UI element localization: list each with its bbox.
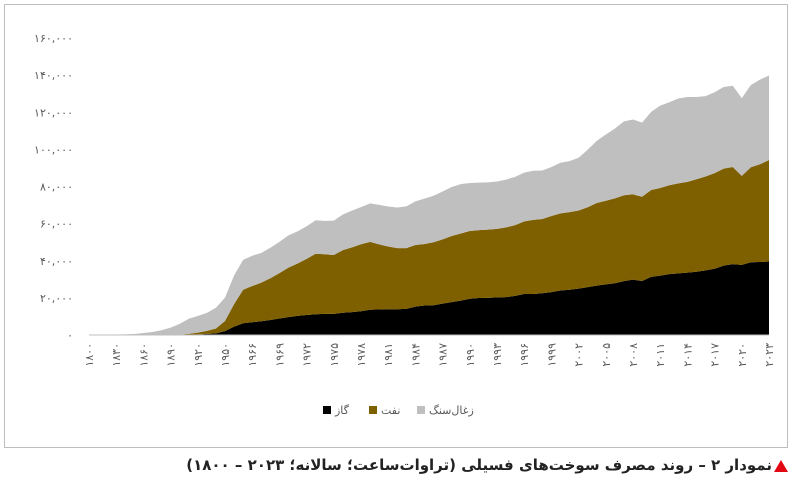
legend-item: زغال‌سنگ (417, 404, 474, 417)
x-tick-label: ۱۸۳۰ (110, 343, 123, 367)
x-tick-label: ۱۹۶۹ (273, 343, 286, 367)
x-tick-label: ۱۹۸۷ (437, 343, 450, 367)
x-tick-label: ۱۹۹۶ (518, 343, 531, 367)
x-tick-label: ۱۹۹۳ (491, 343, 504, 367)
x-tick-label: ۱۹۹۰ (464, 343, 477, 367)
y-tick-label: ۴۰,۰۰۰ (40, 255, 73, 268)
y-tick-label: ۸۰,۰۰۰ (40, 181, 73, 194)
x-tick-label: ۱۹۸۱ (382, 343, 395, 367)
chart-frame: ۰ ۲۰,۰۰۰ ۴۰,۰۰۰ ۶۰,۰۰۰ ۸۰,۰۰۰ ۱۰۰,۰۰۰ ۱۲۰,۰۰۰ ۱… (4, 4, 788, 448)
legend-label: گاز (334, 404, 350, 417)
area (89, 261, 769, 335)
legend-swatch (323, 406, 331, 414)
area (89, 75, 769, 335)
x-tick-label: ۲۰۱۷ (709, 343, 722, 367)
x-tick-label: ۱۸۰۰ (83, 343, 96, 367)
legend-swatch (369, 406, 377, 414)
x-tick-label: ۲۰۲۰ (736, 343, 749, 367)
x-tick-label: ۱۹۵۰ (219, 343, 232, 367)
x-tick-label: ۱۹۷۵ (328, 343, 341, 367)
y-tick-label: ۱۴۰,۰۰۰ (34, 69, 73, 82)
x-tick-label: ۲۰۱۴ (681, 343, 694, 367)
x-tick-label: ۱۹۶۶ (246, 343, 259, 367)
x-tick-label: ۱۹۷۲ (301, 343, 314, 367)
x-tick-label: ۲۰۰۲ (573, 343, 586, 367)
x-tick-label: ۱۹۸۴ (409, 343, 422, 367)
x-tick-label: ۲۰۲۳ (763, 343, 776, 367)
caption-marker (774, 460, 788, 472)
chart: ۰ ۲۰,۰۰۰ ۴۰,۰۰۰ ۶۰,۰۰۰ ۸۰,۰۰۰ ۱۰۰,۰۰۰ ۱۲۰,۰۰۰ ۱… (34, 32, 776, 417)
x-tick-label: ۱۹۹۹ (545, 343, 558, 367)
area (89, 160, 769, 335)
x-tick-label: ۱۹۷۸ (355, 343, 368, 367)
legend-item: گاز (323, 404, 350, 417)
y-tick-label: ۱۶۰,۰۰۰ (34, 32, 73, 45)
x-tick-label: ۱۹۲۰ (192, 343, 205, 367)
legend-item: نفت (369, 404, 400, 417)
y-tick-label: ۰ (67, 329, 73, 342)
x-tick-label: ۱۸۶۰ (137, 343, 150, 367)
y-tick-label: ۲۰,۰۰۰ (40, 292, 73, 305)
y-tick-label: ۱۲۰,۰۰۰ (34, 106, 73, 119)
legend-swatch (417, 406, 425, 414)
legend-label: نفت (381, 404, 400, 417)
x-tick-label: ۲۰۰۸ (627, 343, 640, 367)
y-tick-label: ۱۰۰,۰۰۰ (34, 143, 73, 156)
x-tick-label: ۲۰۱۱ (654, 343, 667, 367)
x-tick-label: ۲۰۰۵ (600, 343, 613, 367)
y-tick-label: ۶۰,۰۰۰ (40, 218, 73, 231)
x-tick-label: ۱۸۹۰ (165, 343, 178, 367)
caption: نمودار ۲ – روند مصرف سوخت‌های فسیلی (ترا… (186, 456, 772, 474)
legend-label: زغال‌سنگ (429, 404, 474, 417)
